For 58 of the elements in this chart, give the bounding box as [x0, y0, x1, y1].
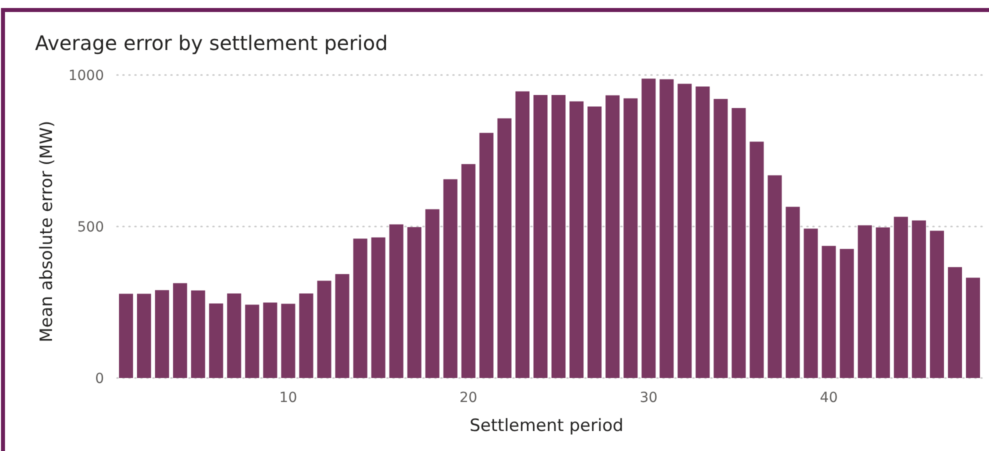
bar [299, 293, 314, 378]
bar [209, 303, 224, 378]
bar [371, 237, 386, 378]
bar [822, 246, 836, 378]
bar [353, 238, 368, 378]
bar [930, 230, 944, 378]
bar [137, 294, 152, 378]
bar [858, 225, 872, 378]
bar [804, 228, 818, 378]
bar [155, 290, 170, 378]
bar [948, 267, 962, 378]
bar [894, 216, 908, 378]
bar [263, 302, 278, 378]
bar [191, 290, 206, 378]
bar [768, 175, 782, 378]
bar [533, 95, 548, 378]
bar [570, 101, 584, 378]
x-tick-label: 20 [459, 390, 478, 406]
bar [425, 209, 440, 378]
bar [479, 132, 494, 378]
bar [840, 248, 854, 378]
y-axis-title: Mean absolute error (MW) [37, 120, 57, 342]
bar [389, 224, 404, 378]
x-tick-label: 40 [820, 390, 838, 406]
bar [588, 106, 602, 378]
bar [245, 304, 260, 378]
bar [443, 179, 458, 378]
bar [714, 98, 728, 378]
bar [173, 283, 188, 378]
bar [750, 142, 764, 378]
bar [606, 95, 620, 378]
bar [642, 78, 656, 378]
bar [966, 278, 980, 378]
y-tick-label: 0 [95, 370, 104, 387]
y-tick-label: 500 [77, 219, 104, 236]
bar [407, 227, 422, 378]
y-tick-label: 1000 [68, 68, 104, 84]
bar [678, 84, 692, 378]
bar [118, 294, 134, 378]
bar [912, 220, 926, 378]
bar [551, 95, 566, 378]
bar [624, 98, 638, 378]
x-axis-title: Settlement period [470, 416, 624, 436]
x-tick-label: 10 [279, 390, 298, 406]
bar [515, 91, 530, 378]
bar [660, 79, 674, 378]
bar [461, 164, 476, 378]
bar [497, 118, 512, 378]
bar [876, 227, 890, 378]
bar [786, 206, 800, 378]
x-tick-label: 30 [640, 390, 658, 406]
bar [335, 274, 350, 378]
bar [732, 108, 746, 378]
bar [696, 86, 710, 378]
bar [227, 293, 242, 378]
bar [317, 280, 332, 378]
bar [281, 304, 296, 378]
chart-title: Average error by settlement period [35, 31, 388, 55]
